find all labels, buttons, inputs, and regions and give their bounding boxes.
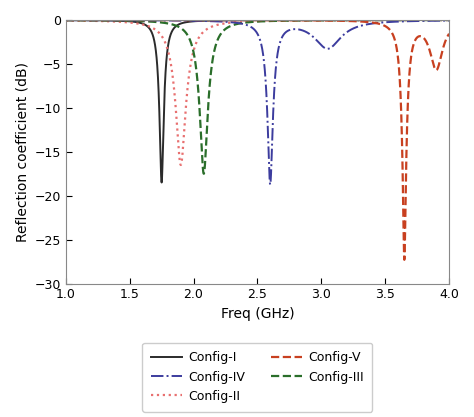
Config-V [210, 18, 215, 23]
Config-IV [133, 18, 138, 23]
Config-IV [63, 18, 69, 23]
Line: Config-IV: Config-IV [66, 20, 449, 185]
Config-I [133, 20, 138, 25]
Line: Config-V: Config-V [66, 20, 449, 260]
Config-III [133, 18, 138, 23]
X-axis label: Freq (GHz): Freq (GHz) [220, 307, 294, 321]
Config-II [312, 18, 318, 23]
Config-IV [267, 182, 273, 187]
Config-III [63, 18, 69, 23]
Config-II [293, 18, 299, 23]
Config-V [401, 257, 407, 262]
Config-I [349, 18, 355, 23]
Config-V [446, 31, 452, 36]
Config-III [312, 18, 318, 23]
Config-II [133, 21, 138, 26]
Config-IV [312, 36, 318, 41]
Config-III [349, 18, 355, 23]
Config-III [210, 59, 215, 64]
Config-II [378, 18, 384, 23]
Config-III [201, 171, 207, 176]
Config-IV [210, 19, 215, 24]
Config-II [63, 18, 69, 23]
Config-I [378, 18, 384, 23]
Config-IV [293, 27, 299, 32]
Legend: Config-I, Config-IV, Config-II, Config-V, Config-III: Config-I, Config-IV, Config-II, Config-V… [142, 342, 373, 412]
Config-III [378, 18, 384, 23]
Config-III [446, 18, 452, 23]
Config-I [446, 18, 452, 23]
Config-V [312, 18, 318, 23]
Line: Config-II: Config-II [66, 20, 449, 165]
Config-I [63, 18, 69, 23]
Config-I [159, 180, 164, 185]
Config-II [446, 18, 452, 23]
Config-II [210, 24, 215, 29]
Y-axis label: Reflection coefficient (dB): Reflection coefficient (dB) [15, 62, 29, 242]
Config-IV [446, 18, 452, 23]
Config-III [293, 18, 299, 23]
Config-I [293, 18, 299, 23]
Line: Config-I: Config-I [66, 20, 449, 183]
Config-II [178, 163, 183, 168]
Config-V [349, 19, 355, 24]
Config-V [293, 18, 299, 23]
Config-I [210, 18, 215, 23]
Config-I [312, 18, 318, 23]
Config-IV [349, 27, 355, 32]
Config-II [349, 18, 355, 23]
Config-V [63, 18, 69, 23]
Config-V [378, 22, 384, 27]
Config-IV [378, 20, 384, 25]
Line: Config-III: Config-III [66, 20, 449, 174]
Config-V [133, 18, 138, 23]
